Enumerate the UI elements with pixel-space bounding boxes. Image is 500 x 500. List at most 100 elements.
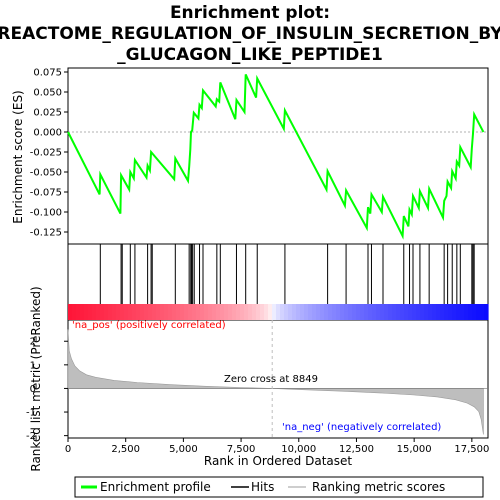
x-tick-label: 15,000	[397, 444, 432, 455]
ranking-color-cell	[464, 304, 469, 320]
title-line-1: Enrichment plot:	[170, 3, 330, 23]
ranking-color-cell	[268, 304, 273, 320]
ranking-color-cell	[260, 304, 265, 320]
ranking-color-cell	[132, 304, 137, 320]
es-y-tick-label: -0.050	[30, 168, 62, 179]
ranking-color-cell	[296, 304, 301, 320]
x-tick-label: 2,500	[111, 444, 140, 455]
ranking-color-cell	[252, 304, 257, 320]
ranking-color-cell	[216, 304, 221, 320]
ranking-color-cell	[184, 304, 189, 320]
pos-correlated-label: 'na_pos' (positively correlated)	[72, 320, 226, 331]
ranking-color-cell	[140, 304, 145, 320]
ranking-color-cell	[232, 304, 237, 320]
ranking-color-cell	[476, 304, 481, 320]
ranking-color-cell	[148, 304, 153, 320]
ranking-color-cell	[212, 304, 217, 320]
ranking-color-cell	[228, 304, 233, 320]
ranking-color-bar	[68, 304, 489, 320]
ranking-color-cell	[128, 304, 133, 320]
ranking-color-cell	[136, 304, 141, 320]
ranking-color-cell	[468, 304, 473, 320]
ranking-color-cell	[336, 304, 341, 320]
ranking-color-cell	[92, 304, 97, 320]
hit-marks-group	[99, 244, 475, 304]
legend-hits-label: Hits	[251, 480, 274, 494]
ranking-color-cell	[272, 304, 277, 320]
ranking-color-cell	[452, 304, 457, 320]
es-profile-group	[67, 73, 485, 240]
neg-correlated-label: 'na_neg' (negatively correlated)	[282, 422, 441, 433]
ranking-color-cell	[240, 304, 245, 320]
ranking-color-cell	[484, 304, 489, 320]
ranking-color-cell	[104, 304, 109, 320]
ranking-color-cell	[164, 304, 169, 320]
x-tick-label: 7,500	[227, 444, 256, 455]
es-y-ticks: -0.125 -0.100 -0.075 -0.050 -0.025 0.000 0.025…	[30, 68, 68, 239]
ranking-color-cell	[448, 304, 453, 320]
ranking-color-cell	[380, 304, 385, 320]
ranking-color-cell	[320, 304, 325, 320]
ranking-color-cell	[440, 304, 445, 320]
ranking-color-cell	[160, 304, 165, 320]
es-y-tick-label: -0.125	[30, 228, 62, 239]
x-tick-label: 12,500	[339, 444, 374, 455]
ranking-color-cell	[264, 304, 269, 320]
ranking-color-cell	[180, 304, 185, 320]
ranking-color-cell	[396, 304, 401, 320]
ranking-color-cell	[388, 304, 393, 320]
ranking-color-cell	[352, 304, 357, 320]
es-y-tick-label: 0.025	[33, 108, 62, 119]
ranking-color-cell	[76, 304, 81, 320]
ranking-color-cell	[88, 304, 93, 320]
ranking-color-cell	[80, 304, 85, 320]
title-line-2: REACTOME_REGULATION_OF_INSULIN_SECRETION…	[0, 24, 500, 44]
ranking-color-cell	[400, 304, 405, 320]
ranking-color-cell	[84, 304, 89, 320]
es-y-tick-label: 0.000	[33, 128, 62, 139]
es-y-tick-label: -0.100	[30, 208, 62, 219]
ranking-color-cell	[360, 304, 365, 320]
es-y-tick-label: 0.050	[33, 88, 62, 99]
ranking-color-cell	[480, 304, 485, 320]
metric-y-tick-label: 0	[30, 384, 36, 395]
ranking-color-cell	[124, 304, 129, 320]
ranking-color-cell	[316, 304, 321, 320]
ranking-color-cell	[312, 304, 317, 320]
ranking-color-cell	[172, 304, 177, 320]
ranking-color-cell	[224, 304, 229, 320]
metric-y-tick-label: 1	[30, 360, 36, 371]
enrichment-profile-line	[67, 73, 485, 240]
ranking-color-cell	[156, 304, 161, 320]
ranking-color-cell	[404, 304, 409, 320]
ranking-color-cell	[472, 304, 477, 320]
x-axis-label: Rank in Ordered Dataset	[204, 454, 352, 468]
x-tick-label: 0	[65, 444, 71, 455]
ranking-color-cell	[384, 304, 389, 320]
ranking-color-cell	[152, 304, 157, 320]
ranking-color-cell	[372, 304, 377, 320]
metric-y-tick-label: -2	[26, 431, 36, 442]
x-tick-label: 17,500	[454, 444, 489, 455]
x-tick-label: 10,000	[281, 444, 316, 455]
ranking-color-cell	[304, 304, 309, 320]
metric-y-tick-label: 2	[30, 337, 36, 348]
ranking-color-cell	[420, 304, 425, 320]
ranking-color-cell	[208, 304, 213, 320]
legend-metric-label: Ranking metric scores	[312, 480, 445, 494]
ranking-color-cell	[256, 304, 261, 320]
legend-box	[74, 476, 484, 498]
es-y-tick-label: -0.075	[30, 188, 62, 199]
ranking-color-cell	[456, 304, 461, 320]
ranking-color-cell	[168, 304, 173, 320]
metric-y-axis-label: Ranked list metric (PreRanked)	[29, 286, 43, 471]
ranking-color-cell	[356, 304, 361, 320]
ranking-color-cell	[204, 304, 209, 320]
ranking-color-cell	[340, 304, 345, 320]
ranking-color-cell	[188, 304, 193, 320]
title-line-3: _GLUCAGON_LIKE_PEPTIDE1	[117, 45, 383, 65]
ranking-color-cell	[116, 304, 121, 320]
ranking-color-cell	[112, 304, 117, 320]
es-y-axis-label: Enrichment score (ES)	[11, 90, 25, 223]
